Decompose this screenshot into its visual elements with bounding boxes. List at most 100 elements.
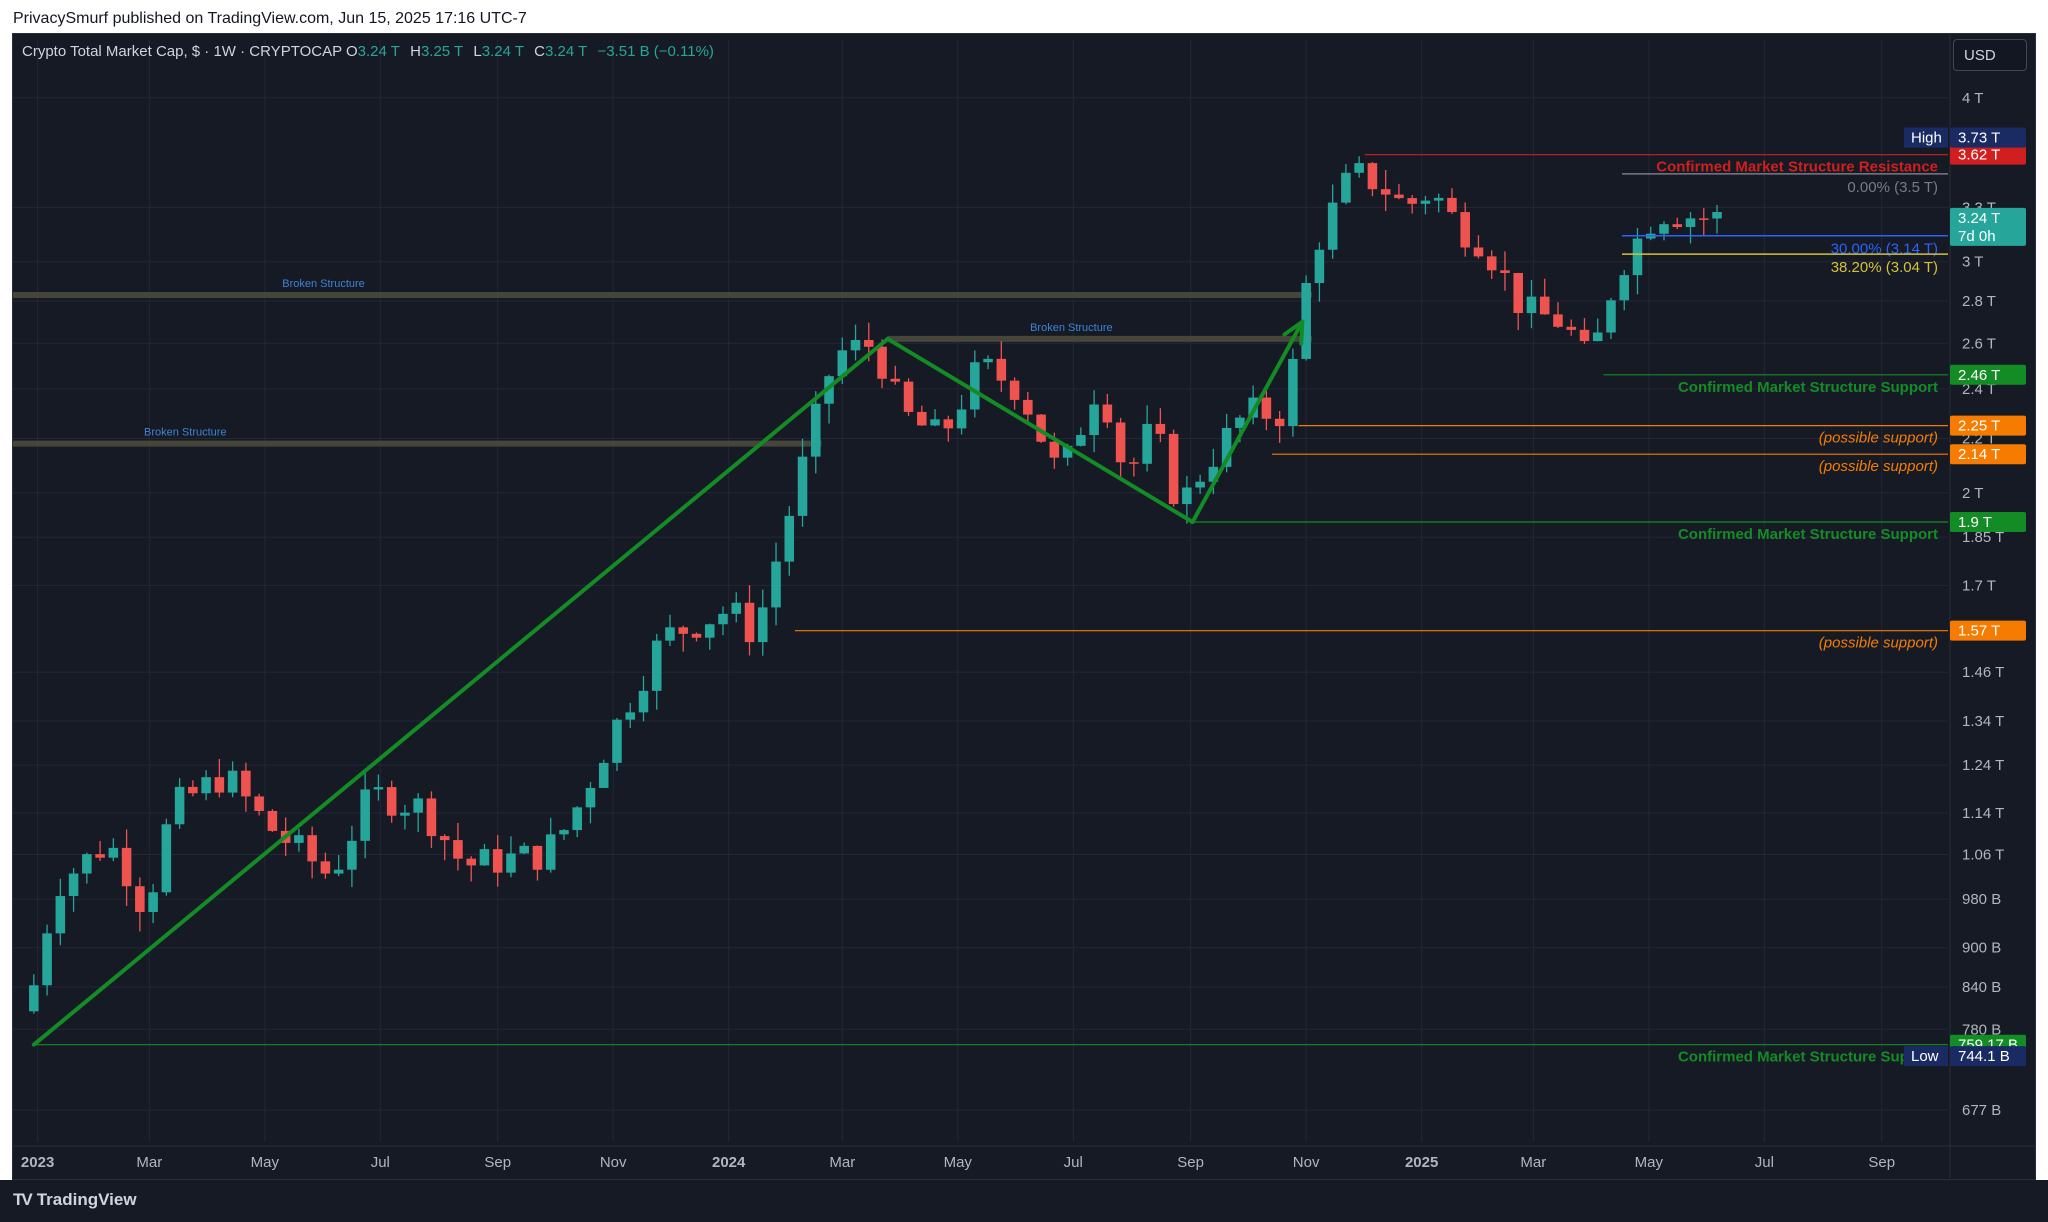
candle-body xyxy=(1036,414,1046,442)
tradingview-logo[interactable]: TV TradingView xyxy=(13,1190,137,1210)
open-label: O xyxy=(346,43,358,60)
price-tag xyxy=(1950,364,2026,385)
candle-body xyxy=(294,835,304,843)
level-label: Confirmed Market Structure Support xyxy=(1678,526,1938,543)
candle-body xyxy=(1235,417,1245,428)
trend-line xyxy=(885,336,1195,524)
price-tag-prefix-label: High xyxy=(1911,130,1942,147)
candle-body xyxy=(1115,422,1126,463)
candle-body xyxy=(439,836,450,841)
candle-body xyxy=(983,358,993,363)
candle-body xyxy=(1632,238,1643,276)
candle-body xyxy=(413,798,423,813)
candle-body xyxy=(1182,487,1192,505)
x-tick-label: May xyxy=(251,1154,280,1171)
candle-body xyxy=(201,777,211,794)
price-tag xyxy=(1950,415,2026,436)
candle-body xyxy=(466,858,476,866)
candle-body xyxy=(492,849,503,873)
y-tick-label: 1.34 T xyxy=(1962,713,2004,730)
candle-body xyxy=(108,847,119,858)
broken-structure-label: Broken Structure xyxy=(282,278,365,290)
y-tick-label: 980 B xyxy=(1962,891,2001,908)
low-value: 3.24 T xyxy=(481,43,524,60)
candle-body xyxy=(188,786,198,794)
change-value: −3.51 B (−0.11%) xyxy=(597,43,714,60)
y-tick-label: 3 T xyxy=(1962,254,1983,271)
price-tag-prefix-label: Low xyxy=(1911,1048,1939,1065)
level-label: Confirmed Market Structure Support xyxy=(1678,379,1938,396)
price-tag-label: 1.57 T xyxy=(1958,623,2000,640)
candle-body xyxy=(1142,423,1152,464)
price-tag-label: 2.46 T xyxy=(1958,367,2000,384)
fib-label: 30.00% (3.14 T) xyxy=(1831,241,1938,258)
candle-body xyxy=(121,847,132,887)
fib-label: 38.20% (3.04 T) xyxy=(1831,259,1938,276)
price-tag xyxy=(1950,511,2026,532)
candle-body xyxy=(1460,212,1470,248)
high-value: 3.25 T xyxy=(420,43,464,60)
candle-body xyxy=(1712,212,1722,219)
candle-body xyxy=(267,810,278,831)
candle-body xyxy=(453,840,463,859)
x-tick-label: 2025 xyxy=(1405,1154,1438,1171)
price-tag-label: 3.73 T xyxy=(1958,130,2000,147)
y-tick-label: 780 B xyxy=(1962,1021,2001,1038)
candle-body xyxy=(784,515,795,562)
price-tag xyxy=(1950,144,2026,165)
x-tick-label: 2023 xyxy=(21,1154,54,1171)
candle-body xyxy=(333,869,344,874)
candle-body xyxy=(598,762,609,788)
candle-body xyxy=(1513,272,1523,314)
level-label: (possible support) xyxy=(1819,458,1938,475)
candle-body xyxy=(1592,332,1603,342)
candle-body xyxy=(678,627,689,634)
price-tag xyxy=(1950,620,2026,641)
bottom-bar xyxy=(0,1180,2048,1222)
low-label: L xyxy=(473,43,482,60)
price-tag xyxy=(1950,444,2026,465)
candle-body xyxy=(545,834,556,870)
candle-body xyxy=(704,624,715,638)
open-value: 3.24 T xyxy=(357,43,400,60)
candle-body xyxy=(1288,358,1298,427)
candle-body xyxy=(1394,194,1404,199)
candle-body xyxy=(1274,418,1285,427)
candle-body xyxy=(956,409,967,429)
candle-body xyxy=(1553,314,1563,327)
candle-body xyxy=(55,896,66,934)
trend-arrow-head xyxy=(1299,319,1305,346)
candle-body xyxy=(1685,218,1696,228)
currency-button[interactable]: USD xyxy=(1953,39,2027,71)
price-tag-label: 1.9 T xyxy=(1958,514,1992,531)
price-tag xyxy=(1950,207,2026,246)
price-tag-prefix xyxy=(1904,1046,1948,1067)
candle-body xyxy=(1301,283,1311,359)
y-tick-label: 1.7 T xyxy=(1962,577,1996,594)
candle-body xyxy=(651,640,662,691)
candle-body xyxy=(1500,270,1510,273)
candle-body xyxy=(161,824,172,893)
broken-structure-label: Broken Structure xyxy=(144,427,227,439)
candle-body xyxy=(612,719,622,763)
candle-body xyxy=(95,854,105,858)
candle-body xyxy=(1526,296,1537,314)
candle-body xyxy=(731,602,742,614)
y-tick-label: 2.6 T xyxy=(1962,335,1996,352)
price-tag-label: 3.24 T xyxy=(1958,210,2000,227)
candle-body xyxy=(347,840,357,870)
candle-body xyxy=(1566,326,1576,330)
candle-body xyxy=(744,602,755,643)
candle-body xyxy=(1619,275,1630,301)
tv-logo-icon: TV xyxy=(13,1190,33,1209)
candle-body xyxy=(479,849,490,866)
candle-body xyxy=(1076,435,1086,446)
candle-body xyxy=(665,627,675,641)
candle-body xyxy=(837,350,848,377)
candle-body xyxy=(1327,202,1338,250)
candle-body xyxy=(1579,329,1590,342)
x-tick-label: Jul xyxy=(371,1154,390,1171)
candle-body xyxy=(1155,423,1166,434)
candle-body xyxy=(1062,445,1073,458)
